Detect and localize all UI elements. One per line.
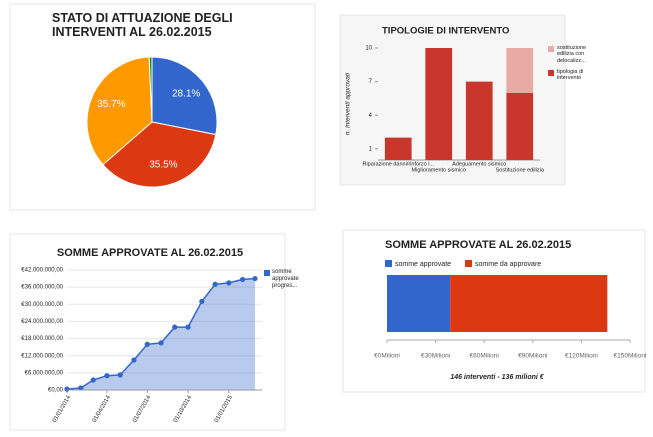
legend-label: somme da approvare	[475, 261, 541, 268]
legend-swatch	[548, 46, 554, 52]
x-tick-label: €150Milioni	[614, 353, 647, 360]
legend-swatch	[385, 260, 392, 267]
point	[117, 372, 123, 378]
legend-swatch	[465, 260, 473, 267]
point	[158, 340, 164, 346]
bar	[450, 275, 608, 332]
chart-title: SOMME APPROVATE AL 26.02.2015	[385, 239, 571, 251]
y-tick-label: €12.000.000,00	[21, 353, 63, 359]
pie-slice	[148, 56, 153, 123]
x-tick-label: €0Milioni	[374, 353, 400, 360]
point	[90, 377, 96, 383]
x-tick-label: €60Milioni	[470, 353, 499, 360]
y-tick-label: 10	[365, 46, 372, 52]
y-tick-label: €18.000.000,00	[21, 336, 63, 342]
chart-title: SOMME APPROVATE AL 26.02.2015	[57, 247, 243, 259]
point	[64, 386, 70, 392]
y-tick-label: €36.000.000,00	[21, 285, 63, 291]
x-tick-label: €120Milioni	[565, 353, 598, 360]
y-axis-title: n. interventi approvati	[345, 72, 352, 135]
y-tick-label: €6.000.000,00	[25, 370, 64, 376]
x-tick-label: Miglioramento sismico	[412, 167, 466, 173]
pie-slice	[86, 56, 153, 166]
bar	[506, 48, 534, 93]
legend-label: somme approvate progres...	[272, 269, 299, 289]
slice-label: 28.1%	[172, 89, 200, 100]
point	[78, 385, 84, 391]
point	[252, 275, 258, 282]
y-tick-label: €0,00	[48, 388, 64, 394]
bar	[387, 275, 451, 332]
y-tick-label: €24.000.000,00	[21, 319, 63, 325]
legend-swatch	[264, 270, 270, 276]
y-tick-label: 4	[369, 113, 373, 119]
x-tick-label: €30Milioni	[421, 353, 450, 360]
x-tick-label: €90Milioni	[518, 353, 547, 360]
pie-slice	[102, 121, 217, 188]
point	[239, 276, 246, 283]
pie-slice	[151, 56, 218, 136]
bar	[425, 48, 453, 160]
chart-title: TIPOLOGIE DI INTERVENTO	[382, 26, 509, 37]
legend-label: somme approvate	[395, 261, 451, 268]
point	[131, 357, 137, 363]
point	[212, 281, 218, 287]
point	[226, 280, 232, 286]
point	[172, 324, 178, 330]
y-tick-label: 7	[369, 79, 373, 85]
slice-label: 35.7%	[97, 99, 125, 110]
x-tick-label: Sostituzione edilizia	[496, 167, 545, 173]
x-axis-title: 146 interventi - 136 milioni €	[450, 374, 544, 381]
point	[104, 373, 110, 379]
y-tick-label: €42.000.000,00	[21, 268, 63, 274]
point	[185, 324, 191, 330]
y-tick-label: 1	[369, 146, 373, 152]
legend-label: sostituzione edilizia con delocalizz...	[557, 45, 587, 64]
slice-label: 35.5%	[149, 159, 177, 170]
area-fill	[67, 278, 255, 390]
legend-label: tipologia di intervento	[557, 69, 584, 82]
point	[144, 341, 150, 347]
x-tick-label: Riparazione danni/rinforzo l...	[362, 161, 434, 167]
point	[199, 298, 205, 305]
bar	[506, 92, 534, 160]
bar	[465, 81, 493, 160]
bar	[384, 137, 412, 160]
panel	[9, 233, 286, 431]
chart-title: STATO DI ATTUAZIONE DEGLI INTERVENTI AL …	[52, 11, 233, 40]
x-tick-label: Adeguamento sismico	[452, 161, 506, 167]
y-tick-label: €30.000.000,00	[21, 302, 63, 308]
legend-swatch	[548, 70, 554, 76]
